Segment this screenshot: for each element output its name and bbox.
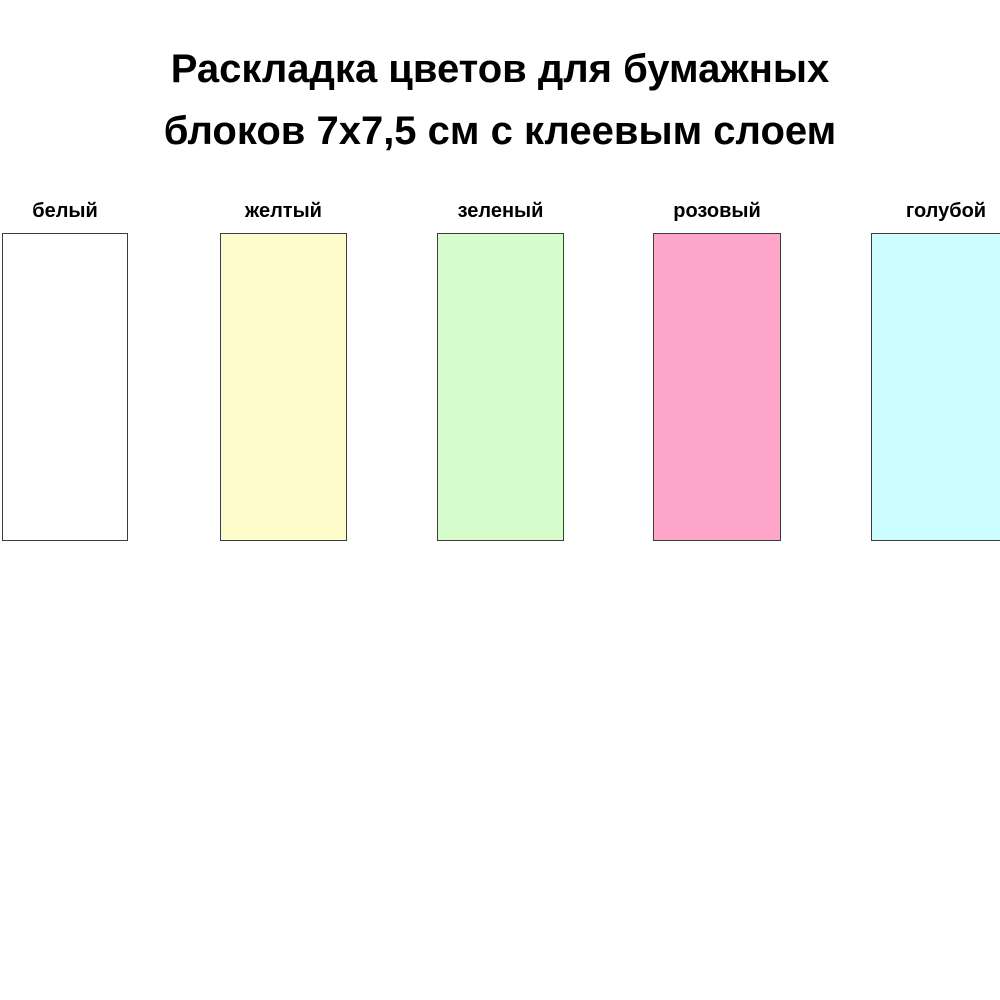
page-title: Раскладка цветов для бумажных блоков 7х7… (0, 38, 1000, 162)
swatch-column-pink: розовый (653, 197, 781, 541)
swatch-column-yellow: желтый (220, 197, 347, 541)
color-swatch-green (437, 233, 564, 541)
swatch-label-yellow: желтый (245, 200, 322, 222)
swatch-column-green: зеленый (437, 197, 564, 541)
swatch-column-blue: голубой (871, 197, 1000, 541)
color-swatch-blue (871, 233, 1000, 541)
color-swatch-yellow (220, 233, 347, 541)
page-title-line-1: Раскладка цветов для бумажных (170, 47, 830, 91)
color-swatch-pink (653, 233, 781, 541)
swatch-column-white: белый (2, 197, 128, 541)
swatch-label-blue: голубой (905, 200, 987, 222)
page-title-line-2: блоков 7х7,5 см с клеевым слоем (163, 109, 837, 153)
swatch-label-pink: розовый (673, 200, 761, 222)
swatch-label-white: белый (32, 200, 98, 222)
swatch-label-green: зеленый (457, 200, 544, 222)
color-swatch-white (2, 233, 128, 541)
